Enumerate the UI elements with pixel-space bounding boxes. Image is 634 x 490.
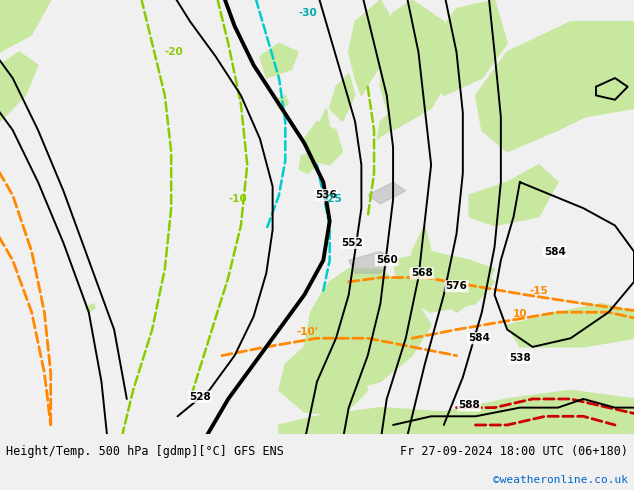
Polygon shape	[279, 390, 634, 434]
Polygon shape	[314, 108, 330, 152]
Polygon shape	[368, 182, 406, 204]
Polygon shape	[279, 338, 368, 416]
Text: 560: 560	[376, 255, 398, 265]
Polygon shape	[330, 74, 355, 122]
Polygon shape	[299, 152, 317, 173]
Text: -20: -20	[165, 47, 184, 57]
Text: -25: -25	[323, 195, 342, 204]
Polygon shape	[304, 122, 342, 165]
Polygon shape	[349, 0, 393, 96]
Text: -10': -10'	[297, 327, 318, 337]
Text: 10: 10	[513, 309, 527, 319]
Polygon shape	[398, 282, 409, 304]
Text: 576: 576	[446, 281, 467, 291]
Text: -30: -30	[298, 8, 317, 18]
Text: -10: -10	[228, 195, 247, 204]
Polygon shape	[0, 0, 51, 52]
Polygon shape	[304, 269, 431, 390]
Text: 538: 538	[509, 353, 531, 363]
Polygon shape	[507, 304, 634, 347]
Text: 584: 584	[468, 333, 489, 343]
Polygon shape	[469, 165, 558, 225]
Text: 584: 584	[544, 246, 566, 257]
Polygon shape	[380, 0, 431, 65]
Text: -15: -15	[529, 286, 548, 295]
Polygon shape	[558, 22, 634, 122]
Polygon shape	[476, 22, 634, 152]
Polygon shape	[349, 251, 393, 273]
Text: 588: 588	[458, 400, 480, 411]
Polygon shape	[444, 260, 495, 312]
Text: 568: 568	[411, 268, 432, 278]
Polygon shape	[260, 44, 298, 78]
Text: 536: 536	[316, 190, 337, 200]
Polygon shape	[276, 96, 288, 108]
Polygon shape	[393, 251, 495, 312]
Polygon shape	[412, 225, 431, 269]
Polygon shape	[377, 113, 390, 139]
Text: Fr 27-09-2024 18:00 UTC (06+180): Fr 27-09-2024 18:00 UTC (06+180)	[399, 445, 628, 458]
Text: Height/Temp. 500 hPa [gdmp][°C] GFS ENS: Height/Temp. 500 hPa [gdmp][°C] GFS ENS	[6, 445, 284, 458]
Text: 552: 552	[341, 238, 363, 248]
Polygon shape	[86, 304, 95, 312]
Polygon shape	[0, 52, 38, 122]
Text: 528: 528	[189, 392, 210, 402]
Text: ©weatheronline.co.uk: ©weatheronline.co.uk	[493, 475, 628, 485]
Polygon shape	[431, 0, 507, 96]
Polygon shape	[380, 0, 456, 130]
